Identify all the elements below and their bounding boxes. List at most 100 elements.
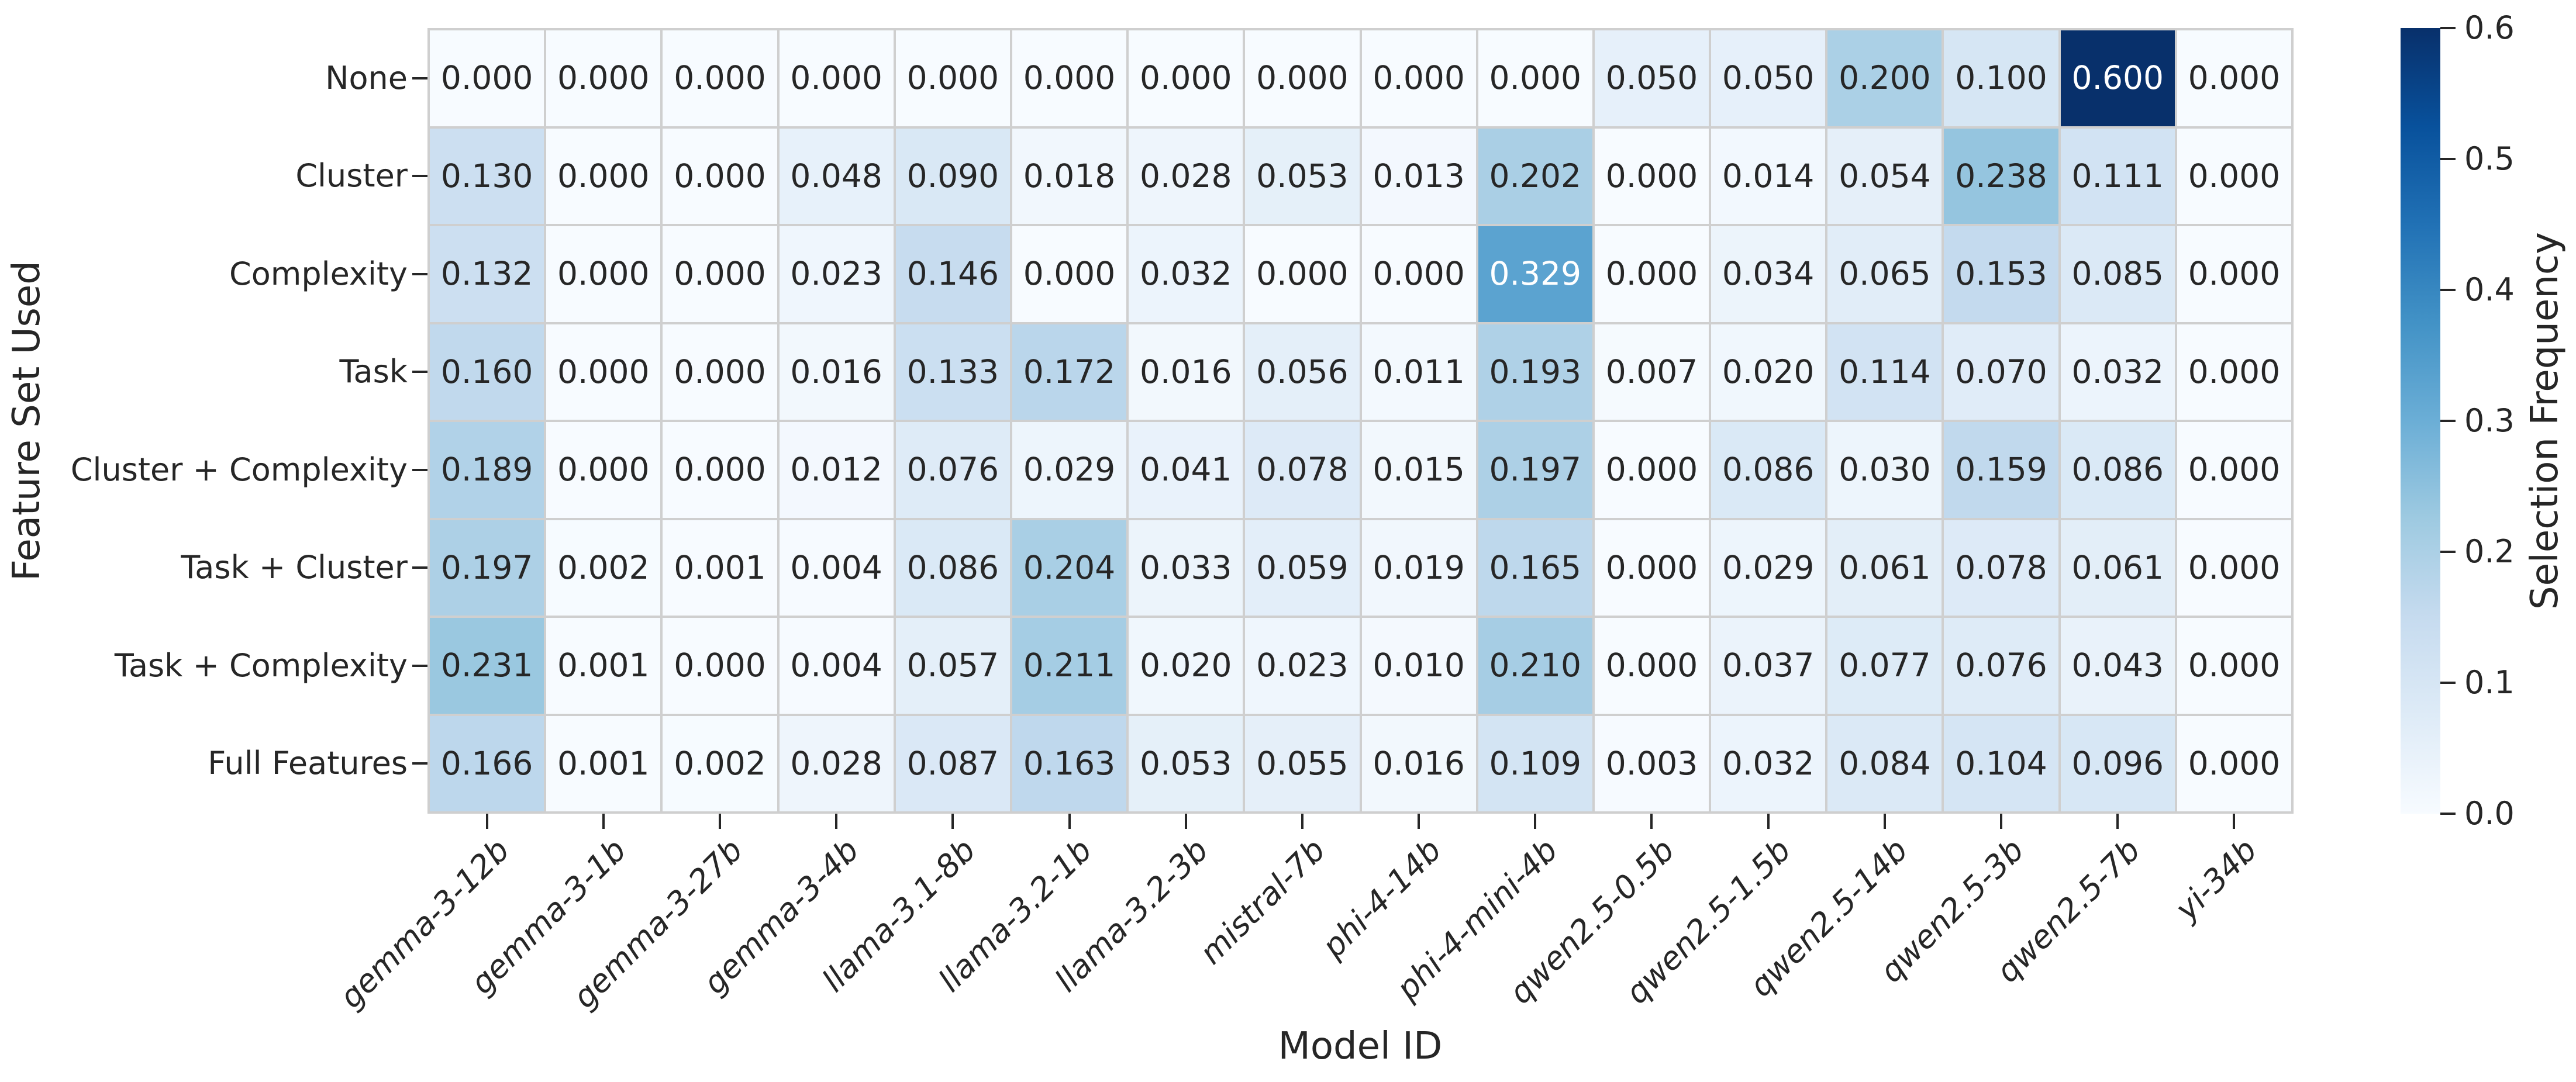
- y-tick-label: Cluster + Complexity: [70, 451, 408, 488]
- heatmap-cell: 0.000: [663, 324, 777, 420]
- heatmap-cell: 0.016: [1361, 715, 1476, 811]
- y-tick-label: Full Features: [208, 745, 408, 782]
- colorbar-tick-label: 0.3: [2464, 402, 2515, 439]
- heatmap-cell: 0.231: [430, 618, 544, 714]
- heatmap-cell: 0.166: [430, 715, 544, 811]
- heatmap-cell: 0.059: [1245, 520, 1360, 616]
- heatmap-cell: 0.000: [546, 422, 661, 518]
- heatmap-cell: 0.012: [779, 422, 894, 518]
- heatmap-cell: 0.189: [430, 422, 544, 518]
- y-tick-label: Task + Cluster: [181, 549, 408, 586]
- heatmap-cell: 0.000: [1361, 226, 1476, 322]
- heatmap-cell: 0.070: [1944, 324, 2058, 420]
- heatmap-cell: 0.000: [1594, 226, 1709, 322]
- colorbar-gradient: [2401, 28, 2440, 814]
- heatmap-cell: 0.163: [1012, 715, 1127, 811]
- x-tick-mark: [2116, 814, 2119, 829]
- heatmap-cell: 0.000: [1361, 30, 1476, 126]
- heatmap-cell: 0.000: [1245, 226, 1360, 322]
- heatmap-cell: 0.065: [1827, 226, 1942, 322]
- heatmap-cell: 0.037: [1711, 618, 1826, 714]
- heatmap-cell: 0.000: [1245, 30, 1360, 126]
- heatmap-cell: 0.197: [1478, 422, 1592, 518]
- heatmap-cell: 0.033: [1129, 520, 1243, 616]
- x-tick-mark: [2000, 814, 2003, 829]
- heatmap-cell: 0.010: [1361, 618, 1476, 714]
- heatmap-cell: 0.061: [1827, 520, 1942, 616]
- y-axis-title: Feature Set Used: [5, 261, 49, 581]
- colorbar-tick-mark: [2440, 682, 2456, 684]
- heatmap-cell: 0.053: [1129, 715, 1243, 811]
- heatmap-cell: 0.000: [1594, 618, 1709, 714]
- heatmap-cell: 0.014: [1711, 128, 1826, 224]
- heatmap-cell: 0.000: [2177, 715, 2291, 811]
- x-tick-mark: [835, 814, 838, 829]
- heatmap-cell: 0.043: [2060, 618, 2175, 714]
- heatmap-cell: 0.030: [1827, 422, 1942, 518]
- heatmap-cell: 0.146: [895, 226, 1010, 322]
- y-tick-mark: [412, 175, 427, 178]
- heatmap-cell: 0.002: [663, 715, 777, 811]
- heatmap-cell: 0.197: [430, 520, 544, 616]
- heatmap-cell: 0.020: [1129, 618, 1243, 714]
- y-tick-mark: [412, 371, 427, 374]
- heatmap-cell: 0.084: [1827, 715, 1942, 811]
- heatmap-cell: 0.061: [2060, 520, 2175, 616]
- heatmap-cell: 0.172: [1012, 324, 1127, 420]
- x-tick-mark: [1650, 814, 1653, 829]
- heatmap-cell: 0.000: [1594, 128, 1709, 224]
- x-tick-mark: [1184, 814, 1187, 829]
- heatmap-cell: 0.057: [895, 618, 1010, 714]
- heatmap-cell: 0.165: [1478, 520, 1592, 616]
- x-tick-mark: [2233, 814, 2236, 829]
- heatmap-cell: 0.016: [1129, 324, 1243, 420]
- heatmap-cell: 0.204: [1012, 520, 1127, 616]
- heatmap-cell: 0.000: [779, 30, 894, 126]
- heatmap-cell: 0.087: [895, 715, 1010, 811]
- heatmap-cell: 0.000: [1129, 30, 1243, 126]
- heatmap-cell: 0.210: [1478, 618, 1592, 714]
- colorbar-tick-label: 0.0: [2464, 795, 2515, 832]
- heatmap-cell: 0.055: [1245, 715, 1360, 811]
- heatmap-cell: 0.109: [1478, 715, 1592, 811]
- colorbar-tick-label: 0.1: [2464, 664, 2515, 701]
- heatmap-cell: 0.016: [779, 324, 894, 420]
- heatmap-cell: 0.029: [1012, 422, 1127, 518]
- heatmap-cell: 0.238: [1944, 128, 2058, 224]
- x-tick-mark: [951, 814, 954, 829]
- colorbar-title: Selection Frequency: [2523, 232, 2567, 610]
- heatmap-cell: 0.114: [1827, 324, 1942, 420]
- heatmap-cell: 0.028: [1129, 128, 1243, 224]
- heatmap-cell: 0.001: [546, 618, 661, 714]
- heatmap-cell: 0.018: [1012, 128, 1127, 224]
- y-tick-mark: [412, 468, 427, 471]
- heatmap-cell: 0.023: [1245, 618, 1360, 714]
- heatmap-cell: 0.000: [2177, 128, 2291, 224]
- colorbar-tick-mark: [2440, 27, 2456, 29]
- heatmap-cell: 0.001: [546, 715, 661, 811]
- y-tick-mark: [412, 272, 427, 275]
- heatmap-cell: 0.029: [1711, 520, 1826, 616]
- y-tick-label: Complexity: [229, 255, 408, 292]
- heatmap-cell: 0.019: [1361, 520, 1476, 616]
- heatmap-cell: 0.000: [2177, 520, 2291, 616]
- heatmap-grid: 0.000 0.000 0.000 0.000 0.000 0.000 0.000 0.000…: [427, 28, 2294, 814]
- heatmap-cell: 0.000: [663, 128, 777, 224]
- heatmap-cell: 0.000: [663, 422, 777, 518]
- heatmap-cell: 0.032: [2060, 324, 2175, 420]
- heatmap-cell: 0.000: [1012, 226, 1127, 322]
- y-tick-mark: [412, 566, 427, 569]
- heatmap-cell: 0.007: [1594, 324, 1709, 420]
- colorbar-tick-label: 0.2: [2464, 533, 2515, 570]
- x-tick-mark: [1068, 814, 1071, 829]
- heatmap-cell: 0.002: [546, 520, 661, 616]
- heatmap-cell: 0.034: [1711, 226, 1826, 322]
- heatmap-cell: 0.000: [895, 30, 1010, 126]
- heatmap-cell: 0.202: [1478, 128, 1592, 224]
- x-tick-mark: [1767, 814, 1770, 829]
- heatmap-cell: 0.032: [1129, 226, 1243, 322]
- heatmap-cell: 0.053: [1245, 128, 1360, 224]
- heatmap-cell: 0.000: [546, 324, 661, 420]
- heatmap-cell: 0.023: [779, 226, 894, 322]
- heatmap-cell: 0.200: [1827, 30, 1942, 126]
